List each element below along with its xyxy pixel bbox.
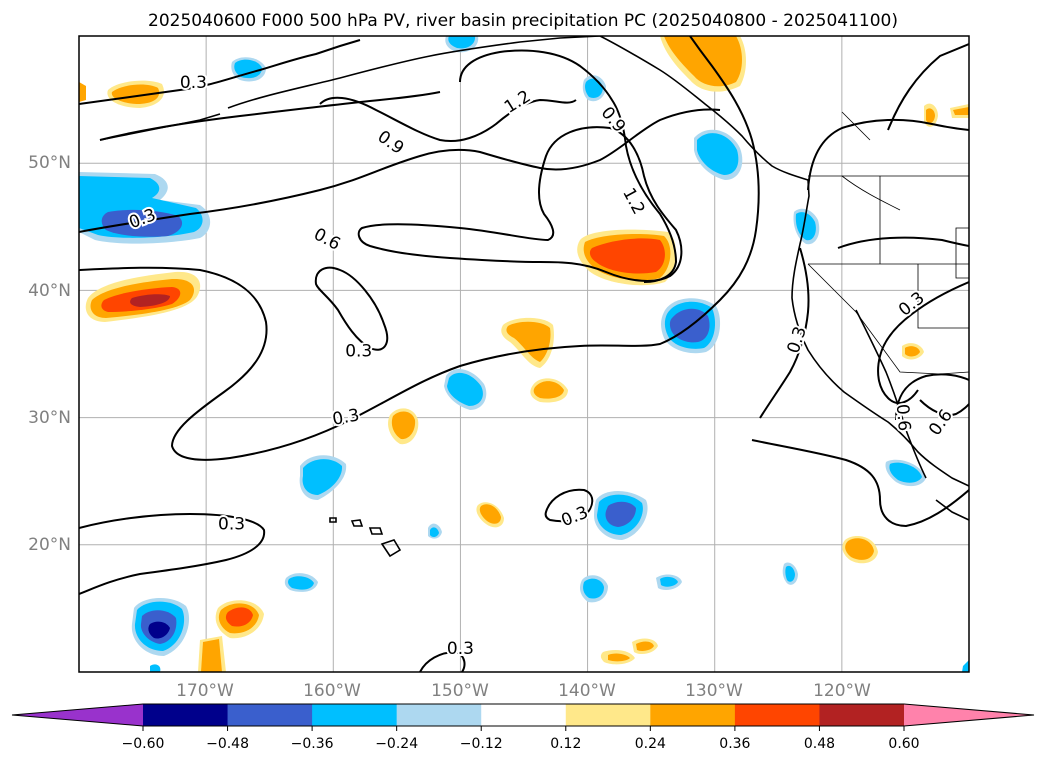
y-tick-label: 30°N [28,408,71,428]
colorbar-tick-label: −0.60 [122,736,165,752]
y-tick-label: 50°N [28,153,71,173]
colorbar-segment [565,704,651,726]
map-frame [78,35,970,673]
colorbar-tick-label: 0.48 [804,736,835,752]
colorbar-tick-label: 0.60 [888,736,919,752]
positive-anomaly-40n-west [85,271,201,322]
graticule [79,36,969,672]
colorbar-segment [819,704,905,726]
political-borders [807,111,969,375]
shaded-anomalies [79,36,969,672]
x-tick-label: 160°W [303,681,361,701]
colorbar-segment [227,704,313,726]
colorbar-extend-min [12,704,143,726]
colorbar-tick-label: −0.48 [206,736,249,752]
contour-label: 0.3 [447,639,474,659]
colorbar-segment [481,704,567,726]
hawaii-islands [329,517,402,558]
colorbar-tick-label: 0.24 [635,736,666,752]
x-tick-label: 140°W [558,681,616,701]
colorbar-tick-label: −0.12 [460,736,503,752]
colorbar-segment [734,704,820,726]
contour-label: 0.6 [892,403,914,432]
x-axis-ticks: 170°W 160°W 150°W 140°W 130°W 120°W [176,681,871,701]
y-axis-ticks: 50°N 40°N 30°N 20°N [28,153,71,555]
x-tick-label: 170°W [176,681,234,701]
pv-contours [79,36,969,672]
figure-title: 2025040600 F000 500 hPa PV, river basin … [148,11,898,31]
x-tick-label: 150°W [431,681,489,701]
colorbar-tick-label: −0.24 [375,736,418,752]
x-tick-label: 120°W [813,681,871,701]
y-tick-label: 20°N [28,535,71,555]
colorbar-segment [312,704,398,726]
colorbar-segment [143,704,229,726]
colorbar-segment [396,704,482,726]
contour-label: 0.3 [218,514,245,534]
contour-label: 0.3 [331,405,361,429]
colorbar-extend-max [904,704,1034,726]
y-tick-label: 40°N [28,281,71,301]
colorbar-tick-label: 0.12 [550,736,581,752]
map-panel: 0.30.91.20.91.20.60.30.30.30.3 0.30.30.30… [78,35,970,673]
contour-label: 0.3 [180,73,207,93]
colorbar-tick-label: −0.36 [291,736,334,752]
colorbar-tick-label: 0.36 [719,736,750,752]
contour-label: 0.3 [345,341,372,361]
colorbar-segment [650,704,736,726]
colorbar: −0.60 −0.48 −0.36 −0.24 −0.12 0.12 0.24 0.36 0.4… [11,703,1035,752]
x-tick-label: 130°W [685,681,743,701]
